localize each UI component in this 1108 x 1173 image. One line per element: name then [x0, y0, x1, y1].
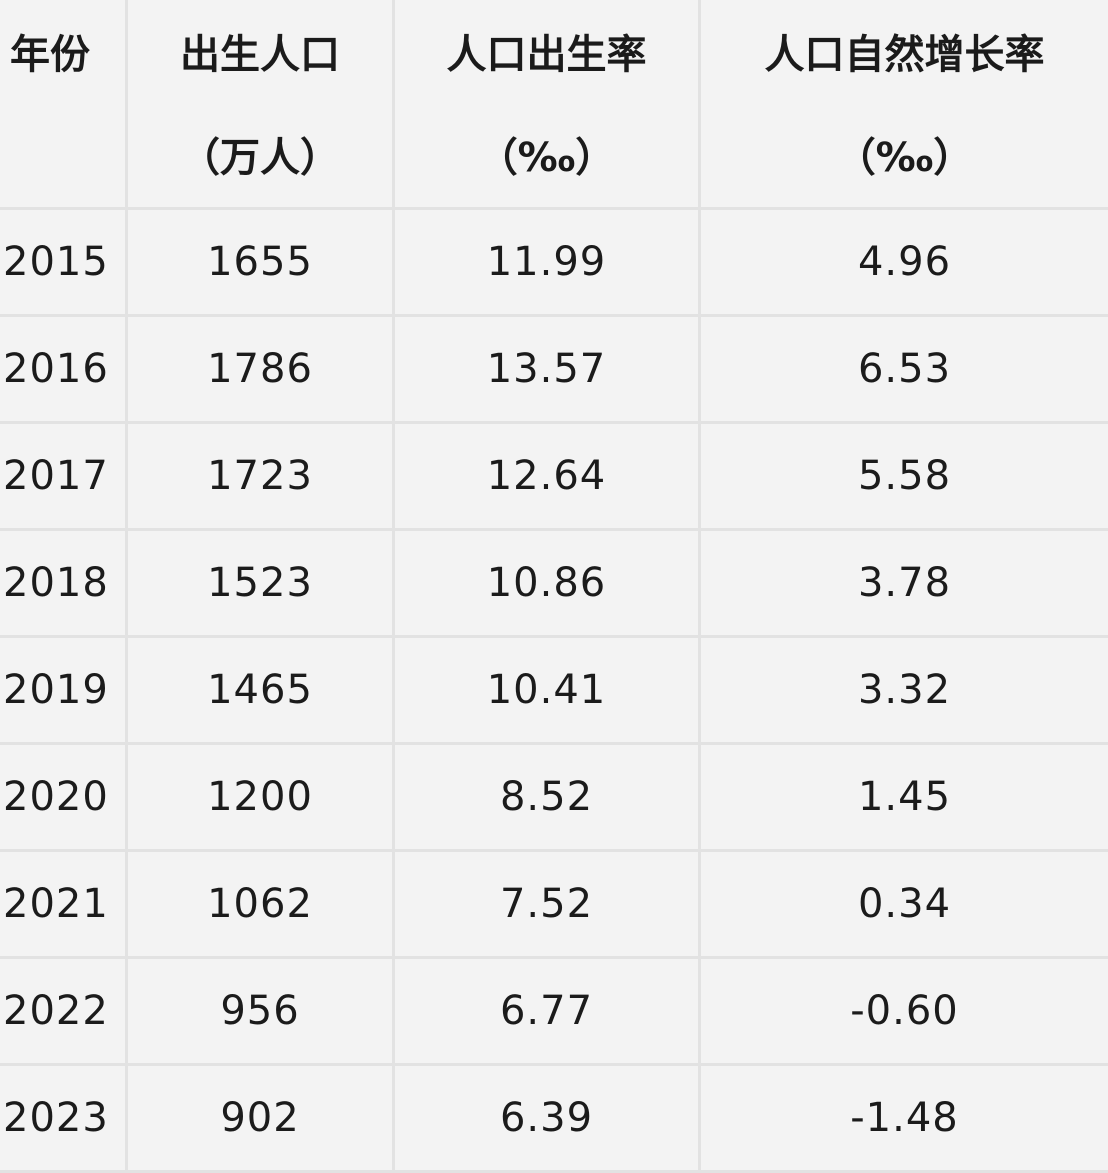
cell-year: 2017 [0, 424, 128, 528]
cell-births: 902 [128, 1066, 395, 1170]
table-row: 2017 1723 12.64 5.58 [0, 424, 1108, 531]
cell-births: 1786 [128, 317, 395, 421]
cell-growth-rate: 0.34 [857, 881, 952, 927]
table-header-row: 年份 出生人口 （万人） 人口出生率 （‰） 人口自然增长率 （‰） [0, 0, 1108, 210]
header-year: 年份 [0, 0, 128, 207]
cell-birth-rate: 13.57 [395, 317, 701, 421]
header-births-unit: （万人） [180, 135, 340, 181]
cell-births: 1465 [128, 638, 395, 742]
table-row: 2023 902 6.39 -1.48 [0, 1066, 1108, 1173]
header-birth-rate-unit: （‰） [477, 135, 616, 181]
cell-birth-rate: 12.64 [395, 424, 701, 528]
table-row: 2019 1465 10.41 3.32 [0, 638, 1108, 745]
cell-year: 2018 [0, 531, 128, 635]
table-row: 2015 1655 11.99 4.96 [0, 210, 1108, 317]
cell-growth-rate: -1.48 [850, 1095, 959, 1141]
cell-births: 1655 [128, 210, 395, 314]
header-birth-rate: 人口出生率 （‰） [395, 0, 701, 207]
cell-year: 2019 [0, 638, 128, 742]
table-body: 2015 1655 11.99 4.96 2016 1786 13.57 6.53 2017 17… [0, 210, 1108, 1173]
cell-birth-rate: 7.52 [395, 852, 701, 956]
cell-growth-rate: 3.78 [857, 560, 952, 606]
cell-births: 1200 [128, 745, 395, 849]
cell-year: 2015 [0, 210, 128, 314]
cell-growth-rate: 4.96 [857, 239, 952, 285]
cell-year: 2022 [0, 959, 128, 1063]
cell-year: 2023 [0, 1066, 128, 1170]
header-births-label: 出生人口 [180, 32, 340, 78]
table-row: 2018 1523 10.86 3.78 [0, 531, 1108, 638]
cell-birth-rate: 8.52 [395, 745, 701, 849]
cell-growth-rate: 5.58 [857, 453, 952, 499]
cell-birth-rate: 6.77 [395, 959, 701, 1063]
header-birth-rate-label: 人口出生率 [446, 32, 647, 78]
cell-year: 2020 [0, 745, 128, 849]
table-row: 2016 1786 13.57 6.53 [0, 317, 1108, 424]
cell-growth-rate: -0.60 [850, 988, 959, 1034]
header-growth-rate-unit: （‰） [835, 135, 974, 181]
cell-births: 1062 [128, 852, 395, 956]
cell-year: 2016 [0, 317, 128, 421]
table-row: 2020 1200 8.52 1.45 [0, 745, 1108, 852]
cell-growth-rate: 1.45 [857, 774, 952, 820]
cell-year: 2021 [0, 852, 128, 956]
header-births: 出生人口 （万人） [128, 0, 395, 207]
table-row: 2022 956 6.77 -0.60 [0, 959, 1108, 1066]
table-row: 2021 1062 7.52 0.34 [0, 852, 1108, 959]
cell-births: 1723 [128, 424, 395, 528]
header-growth-rate-label: 人口自然增长率 [764, 32, 1045, 78]
header-year-label: 年份 [10, 32, 90, 78]
cell-birth-rate: 6.39 [395, 1066, 701, 1170]
cell-birth-rate: 10.86 [395, 531, 701, 635]
cell-birth-rate: 10.41 [395, 638, 701, 742]
header-growth-rate: 人口自然增长率 （‰） [701, 0, 1108, 207]
cell-growth-rate: 6.53 [857, 346, 952, 392]
cell-growth-rate: 3.32 [857, 667, 952, 713]
cell-births: 956 [128, 959, 395, 1063]
cell-births: 1523 [128, 531, 395, 635]
cell-birth-rate: 11.99 [395, 210, 701, 314]
